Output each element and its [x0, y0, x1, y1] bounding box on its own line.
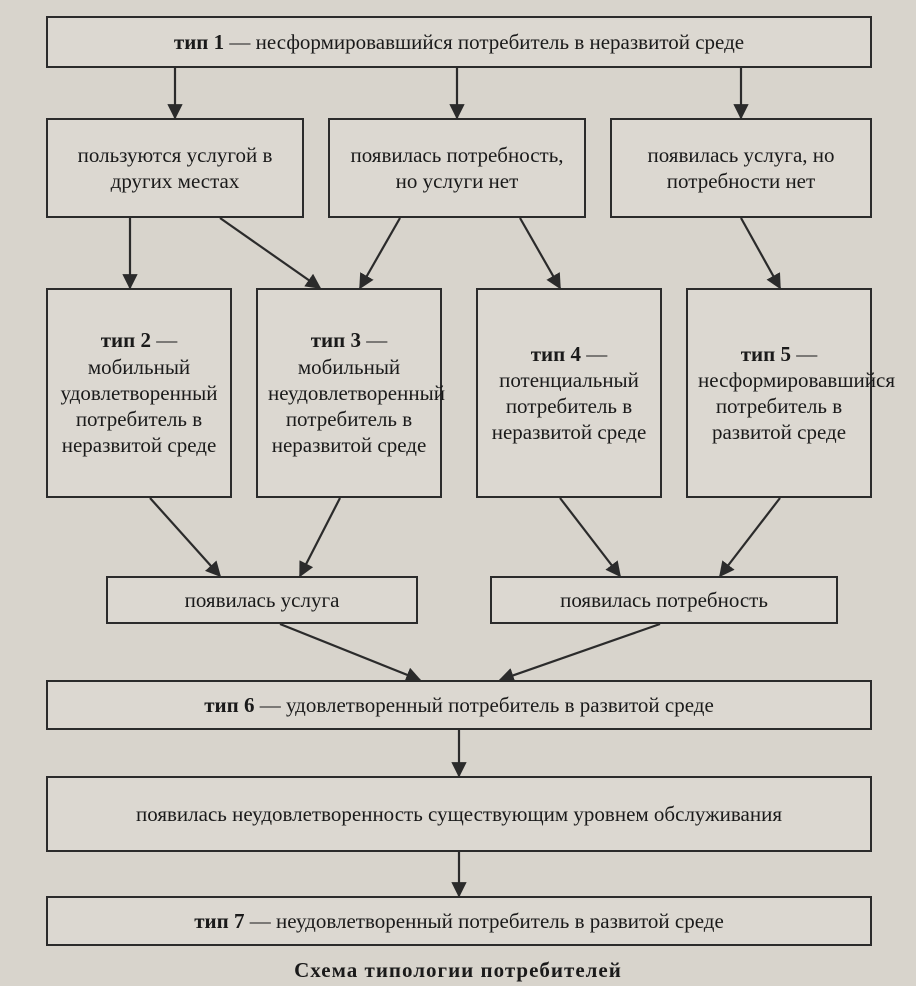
node-type7: тип 7 — неудовлетворенный потребитель в … — [46, 896, 872, 946]
label-rest: — несформировавшийся потребитель в разви… — [698, 342, 895, 445]
node-type6: тип 6 — удовлетворенный потребитель в ра… — [46, 680, 872, 730]
node-branch-2: появилась потребность, но услуги нет — [328, 118, 586, 218]
label-rest: — несформировавшийся потребитель в нераз… — [224, 30, 744, 54]
node-cond-2: появилась потребность — [490, 576, 838, 624]
label: тип 1 — [174, 30, 224, 54]
label: тип 6 — [204, 693, 254, 717]
node-branch-1: пользуются услугой в других местах — [46, 118, 304, 218]
node-type4: тип 4 — потенциальный потребитель в нера… — [476, 288, 662, 498]
node-branch-3: появилась услуга, но потребности нет — [610, 118, 872, 218]
node-cond-1: появилась услуга — [106, 576, 418, 624]
label: пользуются услугой в других местах — [58, 142, 292, 195]
node-type3: тип 3 — мобильный неудовлетворенный потр… — [256, 288, 442, 498]
node-type2: тип 2 — мобильный удовлетворенный потреб… — [46, 288, 232, 498]
label: тип 5 — [741, 342, 791, 366]
node-dissatisfaction: появилась неудовлетворенность существующ… — [46, 776, 872, 852]
label: появилась потребность — [502, 587, 826, 613]
label: появилась неудовлетворенность существующ… — [58, 801, 860, 827]
label: появилась услуга, но потребности нет — [622, 142, 860, 195]
label: тип 7 — [194, 909, 244, 933]
node-type5: тип 5 — несформировавшийся потребитель в… — [686, 288, 872, 498]
label-rest: — удовлетворенный потребитель в развитой… — [254, 693, 713, 717]
label: тип 2 — [101, 328, 151, 352]
label: тип 4 — [531, 342, 581, 366]
label-rest: — неудовлетворенный потребитель в развит… — [244, 909, 723, 933]
label: появилась услуга — [118, 587, 406, 613]
node-type1: тип 1 — несформировавшийся потребитель в… — [46, 16, 872, 68]
diagram-caption: Схема типологии потребителей — [0, 958, 916, 983]
label: тип 3 — [311, 328, 361, 352]
label: появилась потребность, но услуги нет — [340, 142, 574, 195]
